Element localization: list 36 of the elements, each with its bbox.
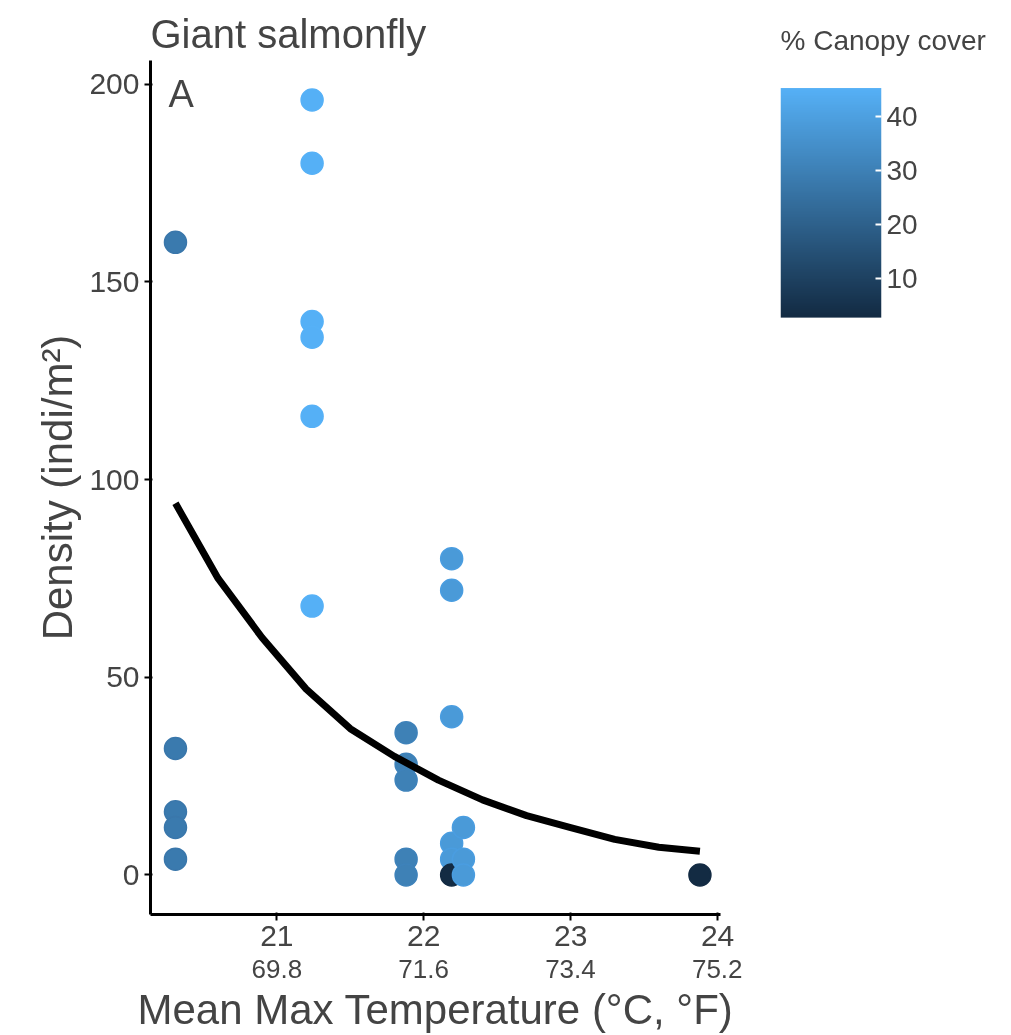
point (394, 720, 418, 745)
x-tick-label: 23 (553, 918, 588, 952)
y-tick-label: 50 (106, 660, 140, 694)
color-bar-label: 20 (886, 208, 918, 240)
point (451, 815, 476, 840)
annotation: A (168, 72, 195, 115)
y-tick-label: 0 (122, 857, 140, 891)
x-tick-label: 24 (700, 918, 735, 952)
y-tick-label: 150 (89, 264, 140, 298)
x2-tick-label: 73.4 (545, 953, 596, 984)
chart-title: Giant salmonfly (150, 11, 427, 56)
point (163, 736, 188, 761)
x2-tick-label: 75.2 (691, 953, 743, 984)
y-axis-title: Density (indi/m²) (34, 334, 82, 641)
point (439, 578, 464, 603)
point (439, 705, 464, 729)
x-axis-title: Mean Max Temperature (°C, °F) (137, 985, 733, 1033)
point (439, 546, 464, 571)
point (300, 88, 324, 112)
x-tick-label: 21 (260, 918, 294, 952)
color-bar-label: 10 (886, 262, 918, 294)
y-tick-label: 200 (89, 67, 140, 101)
point (163, 230, 188, 255)
point (163, 847, 188, 871)
point (300, 404, 324, 429)
point (300, 594, 324, 618)
x-tick-label: 22 (407, 918, 441, 952)
point (300, 151, 324, 176)
color-bar-label: 30 (886, 154, 918, 186)
point (688, 863, 712, 887)
point (451, 863, 476, 887)
color-bar-label: 40 (886, 100, 918, 132)
color-bar-title: % Canopy cover (780, 24, 986, 56)
x2-tick-label: 71.6 (398, 953, 449, 984)
y-tick-label: 100 (89, 462, 140, 496)
x2-tick-label: 69.8 (251, 953, 303, 984)
